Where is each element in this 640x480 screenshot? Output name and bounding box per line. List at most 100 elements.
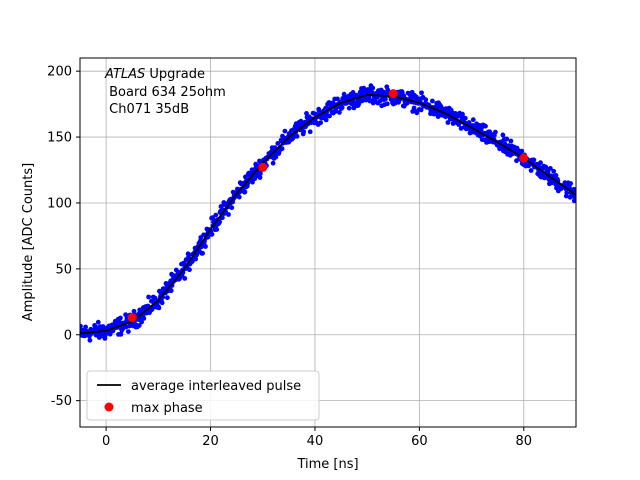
scatter-point (282, 128, 288, 134)
scatter-point (531, 157, 537, 163)
max-phase-point (519, 153, 529, 163)
annotation-line3: Ch071 35dB (105, 102, 189, 117)
scatter-point (186, 252, 192, 258)
scatter-point (414, 110, 420, 116)
x-tick-label: 40 (307, 434, 324, 449)
scatter-point (483, 123, 488, 129)
y-ticks: -50 0 50 100 150 200 (47, 65, 80, 409)
scatter-point (572, 195, 576, 200)
scatter-point (548, 166, 553, 171)
scatter-point (430, 98, 435, 104)
scatter-point (226, 212, 231, 217)
scatter-point (193, 256, 199, 262)
scatter-point (551, 168, 557, 174)
scatter-point (304, 111, 309, 116)
y-tick-label: 100 (47, 196, 72, 211)
legend-marker-swatch (104, 402, 114, 412)
scatter-point (136, 323, 142, 328)
scatter-point (327, 113, 332, 119)
scatter-point (156, 305, 162, 311)
average-pulse-line (80, 93, 576, 335)
scatter-point (270, 160, 276, 166)
scatter-point (242, 189, 248, 195)
scatter-point (250, 179, 255, 185)
scatter-point (301, 129, 307, 135)
max-phase-point (388, 89, 398, 99)
scatter-point (419, 90, 424, 96)
scatter-point (528, 168, 534, 173)
scatter-point (318, 120, 323, 126)
scatter-point (252, 176, 258, 182)
scatter-point (275, 141, 281, 146)
scatter-point (418, 107, 424, 113)
scatter-point (200, 250, 206, 256)
annotation-line2: Board 634 25ohm (105, 85, 226, 100)
scatter-point (83, 324, 88, 330)
y-tick-label: 0 (64, 328, 72, 343)
scatter-point (356, 100, 362, 106)
scatter-point (118, 331, 124, 337)
annotation: ATLAS Upgrade Board 634 25ohm Ch071 35dB (104, 67, 226, 117)
y-tick-label: 150 (47, 131, 72, 146)
scatter-point (141, 316, 147, 321)
x-axis-label: Time [ns] (296, 457, 358, 472)
scatter-point (384, 101, 390, 107)
scatter-point (466, 120, 472, 125)
x-tick-label: 60 (411, 434, 428, 449)
scatter-point (229, 205, 235, 211)
scatter-point (168, 288, 174, 294)
legend-label-average: average interleaved pulse (131, 379, 301, 394)
scatter-point (383, 96, 388, 102)
scatter-point (95, 319, 101, 325)
scatter-points (80, 83, 576, 343)
scatter-point (339, 105, 345, 110)
y-tick-label: -50 (51, 394, 72, 409)
scatter-point (182, 276, 188, 281)
scatter-point (294, 133, 300, 139)
scatter-point (504, 136, 510, 142)
scatter-point (445, 120, 451, 125)
scatter-point (220, 215, 225, 221)
scatter-point (370, 85, 376, 91)
x-ticks: 0 20 40 60 80 (102, 427, 532, 449)
annotation-experiment-suffix: Upgrade (145, 67, 205, 82)
scatter-point (337, 110, 342, 115)
annotation-experiment: ATLAS (104, 67, 145, 82)
scatter-point (307, 129, 313, 135)
x-tick-label: 80 (516, 434, 533, 449)
legend-label-max-phase: max phase (131, 401, 203, 416)
scatter-point (214, 227, 220, 232)
scatter-point (568, 181, 573, 186)
scatter-point (323, 117, 329, 123)
scatter-point (209, 231, 215, 237)
scatter-point (346, 105, 352, 111)
scatter-point (187, 267, 192, 273)
scatter-point (87, 337, 93, 343)
max-phase-point (127, 313, 137, 323)
scatter-point (470, 117, 476, 123)
scatter-point (500, 132, 506, 138)
scatter-point (538, 160, 543, 166)
scatter-point (139, 319, 145, 325)
y-axis-label: Amplitude [ADC Counts] (21, 163, 36, 321)
max-phase-point (258, 162, 268, 172)
scatter-point (80, 323, 83, 329)
scatter-point (257, 175, 263, 180)
scatter-point (493, 129, 498, 135)
scatter-point (462, 115, 468, 121)
x-tick-label: 20 (202, 434, 219, 449)
scatter-point (545, 169, 551, 175)
x-tick-label: 0 (102, 434, 110, 449)
y-tick-label: 200 (47, 65, 72, 80)
scatter-point (519, 148, 525, 154)
scatter-point (273, 154, 279, 160)
plot-frame (79, 57, 577, 428)
scatter-point (258, 171, 263, 176)
legend: average interleaved pulse max phase (86, 370, 320, 421)
scatter-point (118, 315, 123, 321)
scatter-point (146, 294, 152, 300)
scatter-point (508, 138, 514, 144)
scatter-point (236, 194, 242, 200)
scatter-point (279, 146, 285, 152)
